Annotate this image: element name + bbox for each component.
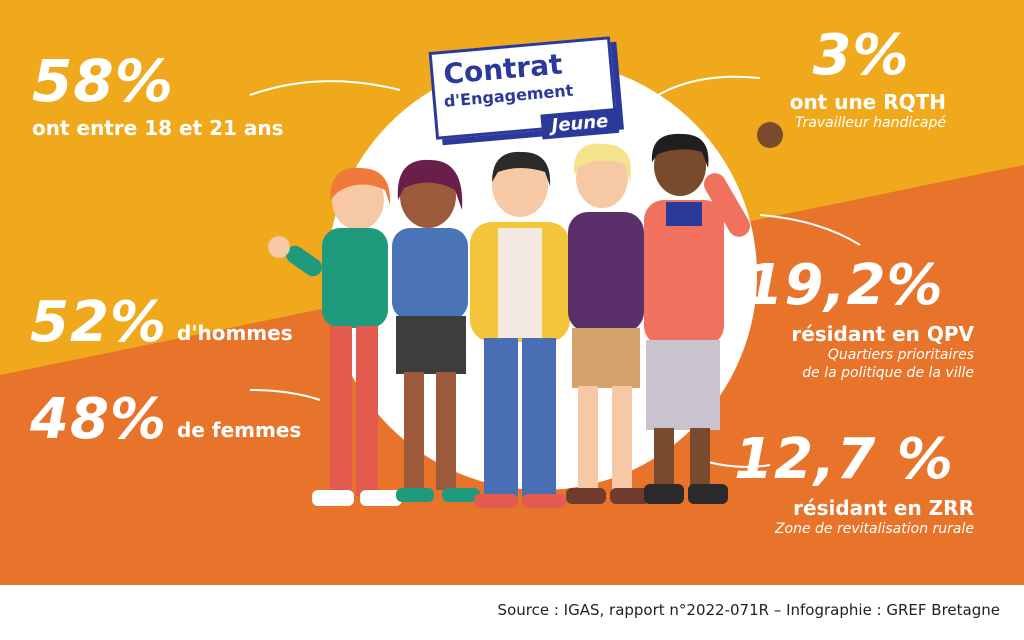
young-people-illustration — [268, 122, 783, 508]
stat-hommes-value: 52% — [30, 290, 168, 355]
contrat-engagement-jeune-logo: Contrat d'Engagement Jeune — [428, 36, 620, 140]
stat-rqth-sub: Travailleur handicapé — [795, 115, 946, 131]
stat-femmes-value: 48% — [30, 387, 168, 452]
infographic: Contrat d'Engagement Jeune 58% ont entre… — [0, 0, 1024, 585]
stat-age: 58% ont entre 18 et 21 ans — [32, 52, 284, 140]
stat-age-label: ont entre 18 et 21 ans — [32, 116, 284, 140]
stat-rqth-label: ont une RQTH — [789, 90, 946, 114]
stat-rqth-value: 3% — [812, 23, 910, 88]
stat-qpv-label: résidant en QPV — [791, 322, 974, 346]
connector-line-genre — [249, 389, 321, 401]
stat-qpv-value: 19,2% — [744, 253, 944, 318]
footer: Source : IGAS, rapport n°2022-071R – Inf… — [0, 585, 1024, 640]
connector-line-zrr — [707, 461, 771, 468]
stat-qpv-sub-1: Quartiers prioritaires — [827, 347, 974, 363]
stat-rqth: 3% ont une RQTH Travailleur handicapé — [706, 28, 946, 132]
stat-zrr-value: 12,7 % — [734, 427, 954, 492]
source-credit: Source : IGAS, rapport n°2022-071R – Inf… — [497, 601, 1000, 619]
connector-line-age — [249, 80, 401, 96]
stat-qpv-sub-2: de la politique de la ville — [802, 365, 974, 381]
stat-qpv: 19,2% résidant en QPV Quartiers priorita… — [714, 258, 974, 382]
stat-zrr: 12,7 % résidant en ZRR Zone de revitalis… — [714, 432, 974, 538]
stat-hommes: 52% d'hommes — [30, 295, 293, 351]
connector-line-rqth — [634, 75, 761, 113]
logo-line-3: Jeune — [540, 107, 620, 140]
stat-zrr-sub: Zone de revitalisation rurale — [774, 521, 974, 537]
stat-zrr-label: résidant en ZRR — [793, 496, 974, 520]
logo-box: Contrat d'Engagement Jeune — [428, 36, 620, 140]
person-1 — [268, 167, 402, 506]
person-4 — [566, 143, 650, 504]
person-3 — [470, 151, 570, 508]
person-2 — [392, 159, 480, 502]
stat-femmes-label: de femmes — [177, 418, 302, 442]
person-5 — [644, 122, 783, 504]
stat-femmes: 48% de femmes — [30, 392, 301, 448]
stat-hommes-label: d'hommes — [177, 321, 293, 345]
stat-age-value: 58% — [32, 47, 174, 115]
connector-line-qpv — [759, 214, 861, 246]
